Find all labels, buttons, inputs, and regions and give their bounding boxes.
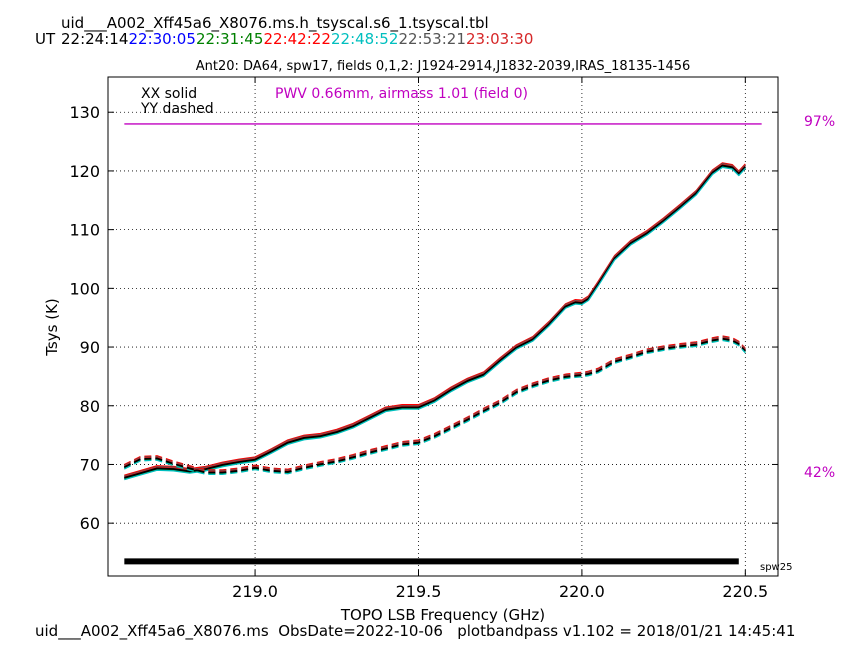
data-lines: [123, 162, 746, 481]
y-tick-label-7: 130: [69, 103, 100, 122]
series-xx-trace-4: [124, 165, 746, 480]
y-tick-label-0: 60: [80, 514, 100, 533]
ut-label: UT: [35, 30, 56, 48]
series-yy-trace-4: [124, 339, 746, 475]
ut-time-3: 22:42:22: [264, 30, 331, 48]
ut-time-4: 22:48:52: [331, 30, 398, 48]
ut-time-2: 22:31:45: [196, 30, 263, 48]
chart-title: Ant20: DA64, spw17, fields 0,1,2: J1924-…: [196, 59, 691, 74]
y-axis-label: Tsys (K): [43, 298, 61, 357]
y-tick-label-4: 100: [69, 279, 100, 298]
overlay-marks: [124, 123, 762, 565]
chart-filename: uid___A002_Xff45a6_X8076.ms.h_tsyscal.s6…: [61, 14, 489, 33]
y-tick-label-1: 70: [80, 455, 100, 474]
pwv-annotation: PWV 0.66mm, airmass 1.01 (field 0): [275, 86, 528, 102]
y-tick-label-2: 80: [80, 397, 100, 416]
y-tick-label-6: 120: [69, 162, 100, 181]
x-tick-label-2: 220.0: [559, 582, 605, 601]
series-xx-trace-0: [124, 162, 746, 476]
x-tick-label-1: 219.5: [396, 582, 442, 601]
series-yy-trace-5: [123, 337, 746, 474]
series-yy-trace-2: [124, 336, 746, 473]
footer-info: uid___A002_Xff45a6_X8076.ms ObsDate=2022…: [35, 622, 795, 641]
legend-yy-dashed: YY dashed: [140, 101, 214, 117]
x-tick-label-3: 220.5: [722, 582, 768, 601]
transmission-low-label: 42%: [804, 465, 835, 481]
x-axis-label: TOPO LSB Frequency (GHz): [340, 606, 545, 624]
series-xx-trace-5: [124, 164, 746, 479]
ut-time-6: 23:03:30: [466, 30, 533, 48]
series-yy-trace-1: [124, 336, 746, 472]
spw-label: spw25: [760, 562, 792, 573]
transmission-high-label: 97%: [804, 114, 835, 130]
ut-time-list: 22:24:14 22:30:05 22:31:45 22:42:22 22:48:52…: [61, 30, 533, 48]
grid-lines: [108, 77, 778, 576]
series-xx-trace-6: [124, 166, 746, 481]
series-xx-trace-3: [124, 165, 746, 479]
legend-xx-solid: XX solid: [141, 86, 197, 102]
y-tick-label-5: 110: [69, 221, 100, 240]
series-xx-trace-2: [124, 163, 746, 478]
ut-time-5: 22:53:21: [399, 30, 466, 48]
y-tick-label-3: 90: [80, 338, 100, 357]
axis-ticks: 219.0 219.5 220.0 220.5 60 70 80 90 100 110 120 130: [69, 77, 778, 601]
ut-time-1: 22:30:05: [129, 30, 196, 48]
series-xx-trace-1: [124, 163, 746, 477]
x-tick-label-0: 219.0: [232, 582, 278, 601]
series-yy-trace-0: [124, 335, 746, 471]
series-yy-trace-6: [124, 339, 746, 475]
ut-time-0: 22:24:14: [61, 30, 128, 48]
plot-frame: [107, 76, 779, 577]
